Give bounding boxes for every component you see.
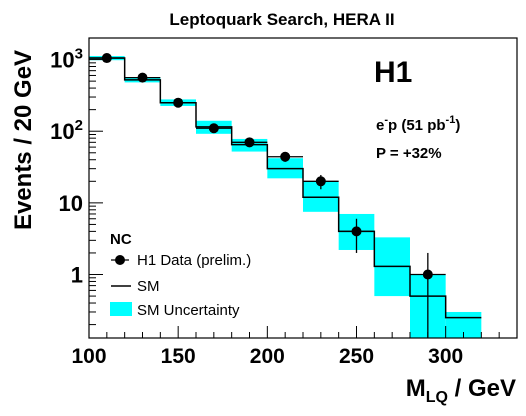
- y-tick-label-base-1: 1: [71, 263, 83, 288]
- legend-unc-swatch: [110, 302, 132, 316]
- y-tick-label-100: 102: [50, 117, 83, 144]
- y-tick-label-base-10: 10: [59, 191, 83, 216]
- y-tick-label-exp-1000: 3: [75, 46, 83, 63]
- data-point-3: [208, 123, 219, 134]
- chart-title: Leptoquark Search, HERA II: [169, 10, 394, 29]
- x-axis-label-main: M: [406, 375, 426, 402]
- data-point-7: [351, 226, 362, 237]
- data-point-8: [422, 269, 433, 280]
- data-point-2: [173, 97, 184, 108]
- x-tick-label-150: 150: [161, 345, 196, 368]
- x-axis-label-unit: / GeV: [448, 375, 516, 402]
- legend-sm-label: SM: [137, 278, 160, 295]
- y-tick-label-base-1000: 10: [50, 48, 74, 73]
- legend-data-marker: [115, 255, 125, 265]
- data-point-1: [137, 72, 148, 83]
- beam-label-sup1: -: [384, 114, 388, 126]
- x-tick-label-200: 200: [250, 345, 285, 368]
- legend-data-label: H1 Data (prelim.): [137, 252, 251, 269]
- data-point-0: [101, 53, 112, 64]
- x-axis-label: MLQ / GeV: [406, 375, 516, 406]
- x-tick-label-100: 100: [71, 345, 106, 368]
- beam-label-sup2: -1: [446, 114, 456, 126]
- experiment-label: H1: [374, 56, 412, 89]
- legend: NC H1 Data (prelim.) SM SM Uncertainty: [110, 231, 251, 319]
- legend-unc-label: SM Uncertainty: [137, 302, 240, 319]
- polarization-label: P = +32%: [376, 145, 442, 162]
- data-point-4: [244, 137, 255, 148]
- beam-label: e-p (51 pb-1): [376, 114, 460, 134]
- sm-histogram-line: [89, 57, 482, 319]
- y-tick-label-10: 10: [59, 191, 83, 216]
- x-axis-label-sub: LQ: [426, 389, 448, 406]
- beam-label-part3: ): [455, 117, 460, 134]
- y-tick-label-base-100: 10: [50, 119, 74, 144]
- data-point-5: [280, 151, 291, 162]
- y-axis-label: Events / 20 GeV: [10, 50, 37, 230]
- beam-label-part1: e: [376, 117, 384, 134]
- data-point-6: [315, 176, 326, 187]
- y-tick-label-exp-100: 2: [75, 117, 83, 134]
- legend-title: NC: [110, 231, 132, 248]
- beam-label-part2: p (51 pb: [388, 117, 446, 134]
- x-tick-label-250: 250: [339, 345, 374, 368]
- y-tick-label-1000: 103: [50, 46, 83, 73]
- x-tick-label-300: 300: [428, 345, 463, 368]
- y-tick-label-1: 1: [71, 263, 83, 288]
